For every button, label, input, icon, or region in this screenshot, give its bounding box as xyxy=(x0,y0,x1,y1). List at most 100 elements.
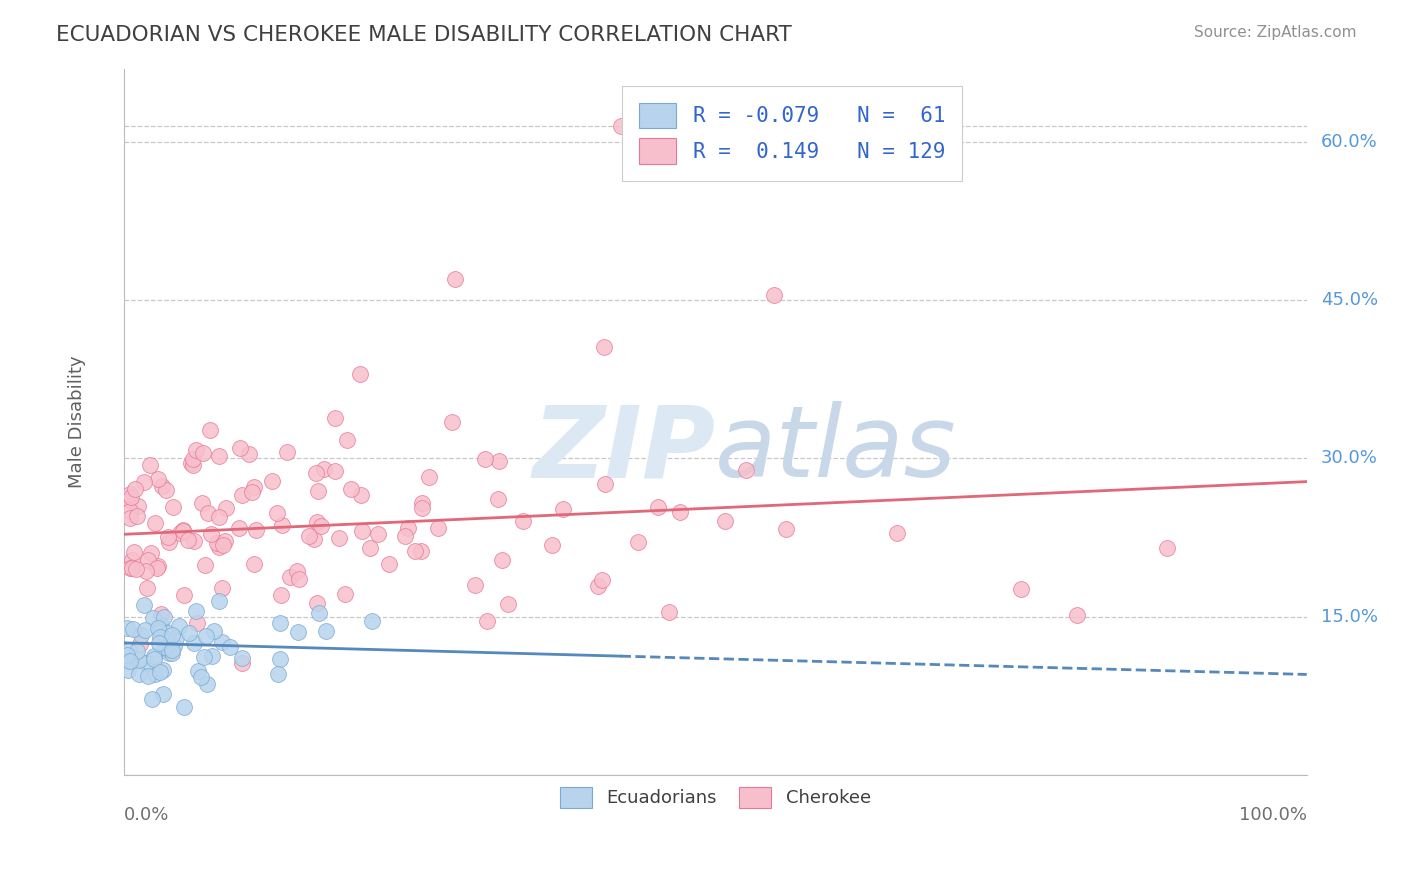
Point xyxy=(134,598,156,612)
Text: 30.0%: 30.0% xyxy=(1320,450,1378,467)
Point xyxy=(179,626,201,640)
Point xyxy=(267,667,290,681)
Text: 15.0%: 15.0% xyxy=(1320,607,1378,625)
Point xyxy=(194,558,217,572)
Point xyxy=(669,505,692,519)
Point xyxy=(238,447,260,461)
Point xyxy=(117,621,139,635)
Point xyxy=(193,650,215,665)
Point xyxy=(173,589,195,603)
Point xyxy=(156,626,179,640)
Point xyxy=(186,616,208,631)
Point xyxy=(155,632,177,647)
Point xyxy=(181,452,204,467)
Point xyxy=(142,611,165,625)
Point xyxy=(163,640,186,654)
Point xyxy=(176,533,198,547)
Point xyxy=(551,502,574,516)
Point xyxy=(308,606,330,620)
Point xyxy=(157,531,180,545)
Point xyxy=(231,488,253,502)
Point xyxy=(143,516,166,530)
Point xyxy=(735,462,758,476)
Point xyxy=(350,524,373,539)
Point xyxy=(886,525,908,540)
Point xyxy=(474,451,496,466)
Point xyxy=(658,606,681,620)
Point xyxy=(315,624,337,638)
Point xyxy=(129,628,152,642)
Point xyxy=(160,643,183,657)
Point xyxy=(593,340,616,354)
Point xyxy=(336,433,359,447)
Text: 60.0%: 60.0% xyxy=(1320,133,1378,152)
Point xyxy=(146,471,169,485)
Point xyxy=(512,514,534,528)
Point xyxy=(340,482,363,496)
Point xyxy=(117,648,139,662)
Point xyxy=(396,521,419,535)
Point xyxy=(195,629,218,643)
Point xyxy=(138,668,160,682)
Point xyxy=(287,624,309,639)
Point xyxy=(208,594,231,608)
Point xyxy=(411,501,433,516)
Point xyxy=(118,654,141,668)
Point xyxy=(359,541,381,555)
Point xyxy=(243,480,266,494)
Point xyxy=(172,524,194,538)
Point xyxy=(150,607,173,621)
Point xyxy=(118,492,141,507)
Point xyxy=(243,557,266,571)
Point xyxy=(162,500,184,514)
Point xyxy=(197,676,219,690)
Point xyxy=(593,477,616,491)
Point xyxy=(201,648,224,663)
Point xyxy=(184,443,207,458)
Point xyxy=(148,665,170,679)
Point xyxy=(477,614,499,628)
Point xyxy=(141,692,163,706)
Point xyxy=(323,411,346,425)
Point xyxy=(125,644,148,658)
Point xyxy=(361,614,384,628)
Point xyxy=(121,561,143,575)
Point xyxy=(208,541,231,555)
Point xyxy=(591,573,613,587)
Point xyxy=(266,506,288,520)
Point xyxy=(314,462,336,476)
Point xyxy=(183,534,205,549)
Text: 100.0%: 100.0% xyxy=(1239,806,1306,824)
Point xyxy=(118,487,141,501)
Point xyxy=(127,499,149,513)
Point xyxy=(394,529,416,543)
Point xyxy=(276,445,298,459)
Point xyxy=(240,485,263,500)
Point xyxy=(262,474,284,488)
Point xyxy=(148,636,170,650)
Point xyxy=(173,699,195,714)
Point xyxy=(245,523,267,537)
Point xyxy=(169,525,191,540)
Point xyxy=(307,484,329,499)
Point xyxy=(149,631,172,645)
Point xyxy=(208,449,231,463)
Point xyxy=(444,272,467,286)
Point xyxy=(298,529,321,543)
Point xyxy=(165,632,187,646)
Point xyxy=(280,570,302,584)
Point xyxy=(153,610,176,624)
Point xyxy=(269,615,291,630)
Point xyxy=(187,664,209,678)
Point xyxy=(180,457,202,471)
Text: ZIP: ZIP xyxy=(533,401,716,499)
Point xyxy=(121,490,143,504)
Point xyxy=(191,446,214,460)
Point xyxy=(157,643,180,657)
Point xyxy=(218,640,240,654)
Point xyxy=(128,653,150,667)
Point xyxy=(124,482,146,496)
Point xyxy=(157,646,180,660)
Point xyxy=(231,656,253,670)
Point xyxy=(197,506,219,520)
